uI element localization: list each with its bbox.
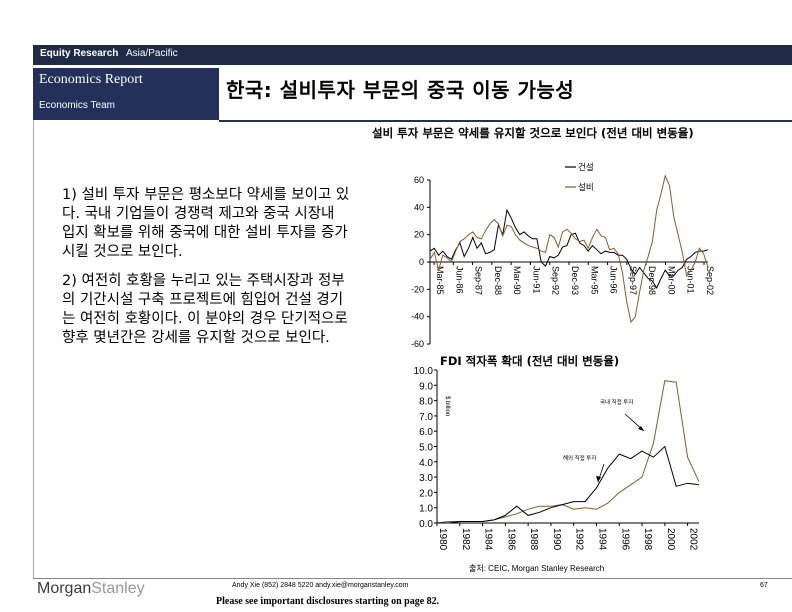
morgan-stanley-logo: MorganStanley bbox=[37, 580, 145, 598]
chart2-xtick-label: 1982 bbox=[460, 528, 471, 551]
chart1-legend-label: 설비 bbox=[578, 182, 594, 192]
chart1-legend-label: 건설 bbox=[578, 162, 594, 172]
chart2-xtick-label: 2002 bbox=[688, 528, 699, 551]
chart2-title: FDI 적자폭 확대 (전년 대비 변동율) bbox=[440, 354, 620, 368]
contact-info: Andy Xie (852) 2848 5220 andy.xie@morgan… bbox=[232, 582, 409, 589]
chart1-xtick-label: Sep-87 bbox=[474, 266, 484, 295]
brand-label: Equity Research bbox=[40, 48, 119, 59]
chart2-xtick-label: 1992 bbox=[574, 528, 585, 551]
chart2-ytick-label: 9.0 bbox=[419, 381, 433, 392]
chart1-xtick-label: Mar-95 bbox=[589, 266, 599, 295]
chart2-xtick-label: 1986 bbox=[505, 528, 516, 551]
chart1-xtick-label: Dec-88 bbox=[493, 266, 503, 295]
chart1-xtick-label: Mar-00 bbox=[666, 266, 676, 295]
chart2-ytick-label: 5.0 bbox=[419, 443, 433, 454]
report-box: Economics Report Economics Team bbox=[33, 68, 219, 120]
chart2-xtick-label: 1996 bbox=[619, 528, 630, 551]
chart1-ytick-label: -40 bbox=[411, 312, 424, 322]
footer-rule bbox=[33, 578, 792, 579]
chart2-annotation-overseas: 해외 직접 투자 bbox=[563, 454, 596, 462]
chart1-ytick-label: 40 bbox=[414, 202, 424, 212]
chart2-ytick-label: 7.0 bbox=[419, 412, 433, 423]
chart1-xtick-label: Mar-90 bbox=[512, 266, 522, 295]
chart1-ytick-label: -60 bbox=[411, 339, 424, 349]
chart1-series-line-2 bbox=[429, 174, 709, 324]
page-number: 67 bbox=[760, 582, 768, 589]
bullet-2: 2) 여전히 호황을 누리고 있는 주택시장과 정부의 기간시설 구축 프로젝트… bbox=[62, 273, 348, 346]
logo-part-1: Morgan bbox=[37, 580, 92, 597]
title-rule bbox=[219, 120, 792, 122]
chart1-xtick-label: Jun-86 bbox=[454, 266, 464, 294]
chart1-xtick-label: Sep-02 bbox=[705, 266, 715, 295]
chart1-xtick-label: Mar-85 bbox=[435, 266, 445, 295]
chart2-annotation-domestic: 국내 직접 투자 bbox=[600, 398, 633, 406]
chart2-ytick-label: 3.0 bbox=[419, 473, 433, 484]
chart2-xtick-label: 1984 bbox=[483, 528, 494, 551]
chart1-xtick-label: Dec-93 bbox=[570, 266, 580, 295]
page-title: 한국: 설비투자 부문의 중국 이동 가능성 bbox=[226, 78, 575, 102]
chart2-xtick-label: 1988 bbox=[528, 528, 539, 551]
chart2-ytick-label: 10.0 bbox=[414, 366, 434, 377]
chart1-xtick-label: Jun-01 bbox=[686, 266, 696, 294]
report-type: Economics Report bbox=[39, 72, 143, 87]
chart1-xtick-label: Sep-97 bbox=[628, 266, 638, 295]
chart1-ytick-label: 0 bbox=[419, 257, 424, 267]
chart1-ytick-label: 60 bbox=[414, 175, 424, 185]
bullet-list: 1) 설비 투자 부문은 평소보다 약세를 보이고 있다. 국내 기업들이 경쟁… bbox=[62, 186, 352, 358]
chart1-ytick-label: 20 bbox=[414, 230, 424, 240]
chart2-ytick-label: 2.0 bbox=[419, 488, 433, 499]
chart1-xtick-label: Jun-96 bbox=[609, 266, 619, 294]
chart1-xtick-label: Jun-91 bbox=[531, 266, 541, 294]
chart2-xtick-label: 1994 bbox=[596, 528, 607, 551]
region-label: Asia/Pacific bbox=[126, 48, 178, 59]
disclosure-link[interactable]: Please see important disclosures startin… bbox=[216, 596, 440, 607]
chart1-ytick-label: -20 bbox=[411, 284, 424, 294]
chart2-annotation-arrowhead-1 bbox=[638, 426, 644, 431]
chart2-ytick-label: 0.0 bbox=[419, 519, 433, 530]
bullet-1: 1) 설비 투자 부문은 평소보다 약세를 보이고 있다. 국내 기업들이 경쟁… bbox=[62, 187, 350, 260]
header-bar: Equity Research Asia/Pacific bbox=[33, 45, 792, 65]
logo-part-2: Stanley bbox=[91, 580, 145, 597]
left-rule bbox=[33, 120, 34, 578]
team-label: Economics Team bbox=[39, 100, 115, 111]
chart2-ytick-label: 4.0 bbox=[419, 458, 433, 469]
chart1-title: 설비 투자 부문은 약세를 유지할 것으로 보인다 (전년 대비 변동율) bbox=[372, 126, 694, 140]
chart2-ytick-label: 1.0 bbox=[419, 504, 433, 515]
chart2-ytick-label: 6.0 bbox=[419, 427, 433, 438]
chart2-annotation-arrowhead-2 bbox=[596, 476, 601, 482]
chart1-xtick-label: Sep-92 bbox=[551, 266, 561, 295]
chart2-xtick-label: 1998 bbox=[642, 528, 653, 551]
chart2-ylabel: $ billion bbox=[444, 396, 450, 416]
chart2-series-line-2 bbox=[437, 445, 700, 524]
chart2-ytick-label: 8.0 bbox=[419, 397, 433, 408]
chart1-series-line-1 bbox=[429, 208, 709, 290]
chart2-xtick-label: 1980 bbox=[437, 528, 448, 551]
source-note: 출처: CEIC, Morgan Stanley Research bbox=[469, 564, 605, 573]
chart2-xtick-label: 2000 bbox=[665, 528, 676, 551]
chart2-xtick-label: 1990 bbox=[551, 528, 562, 551]
